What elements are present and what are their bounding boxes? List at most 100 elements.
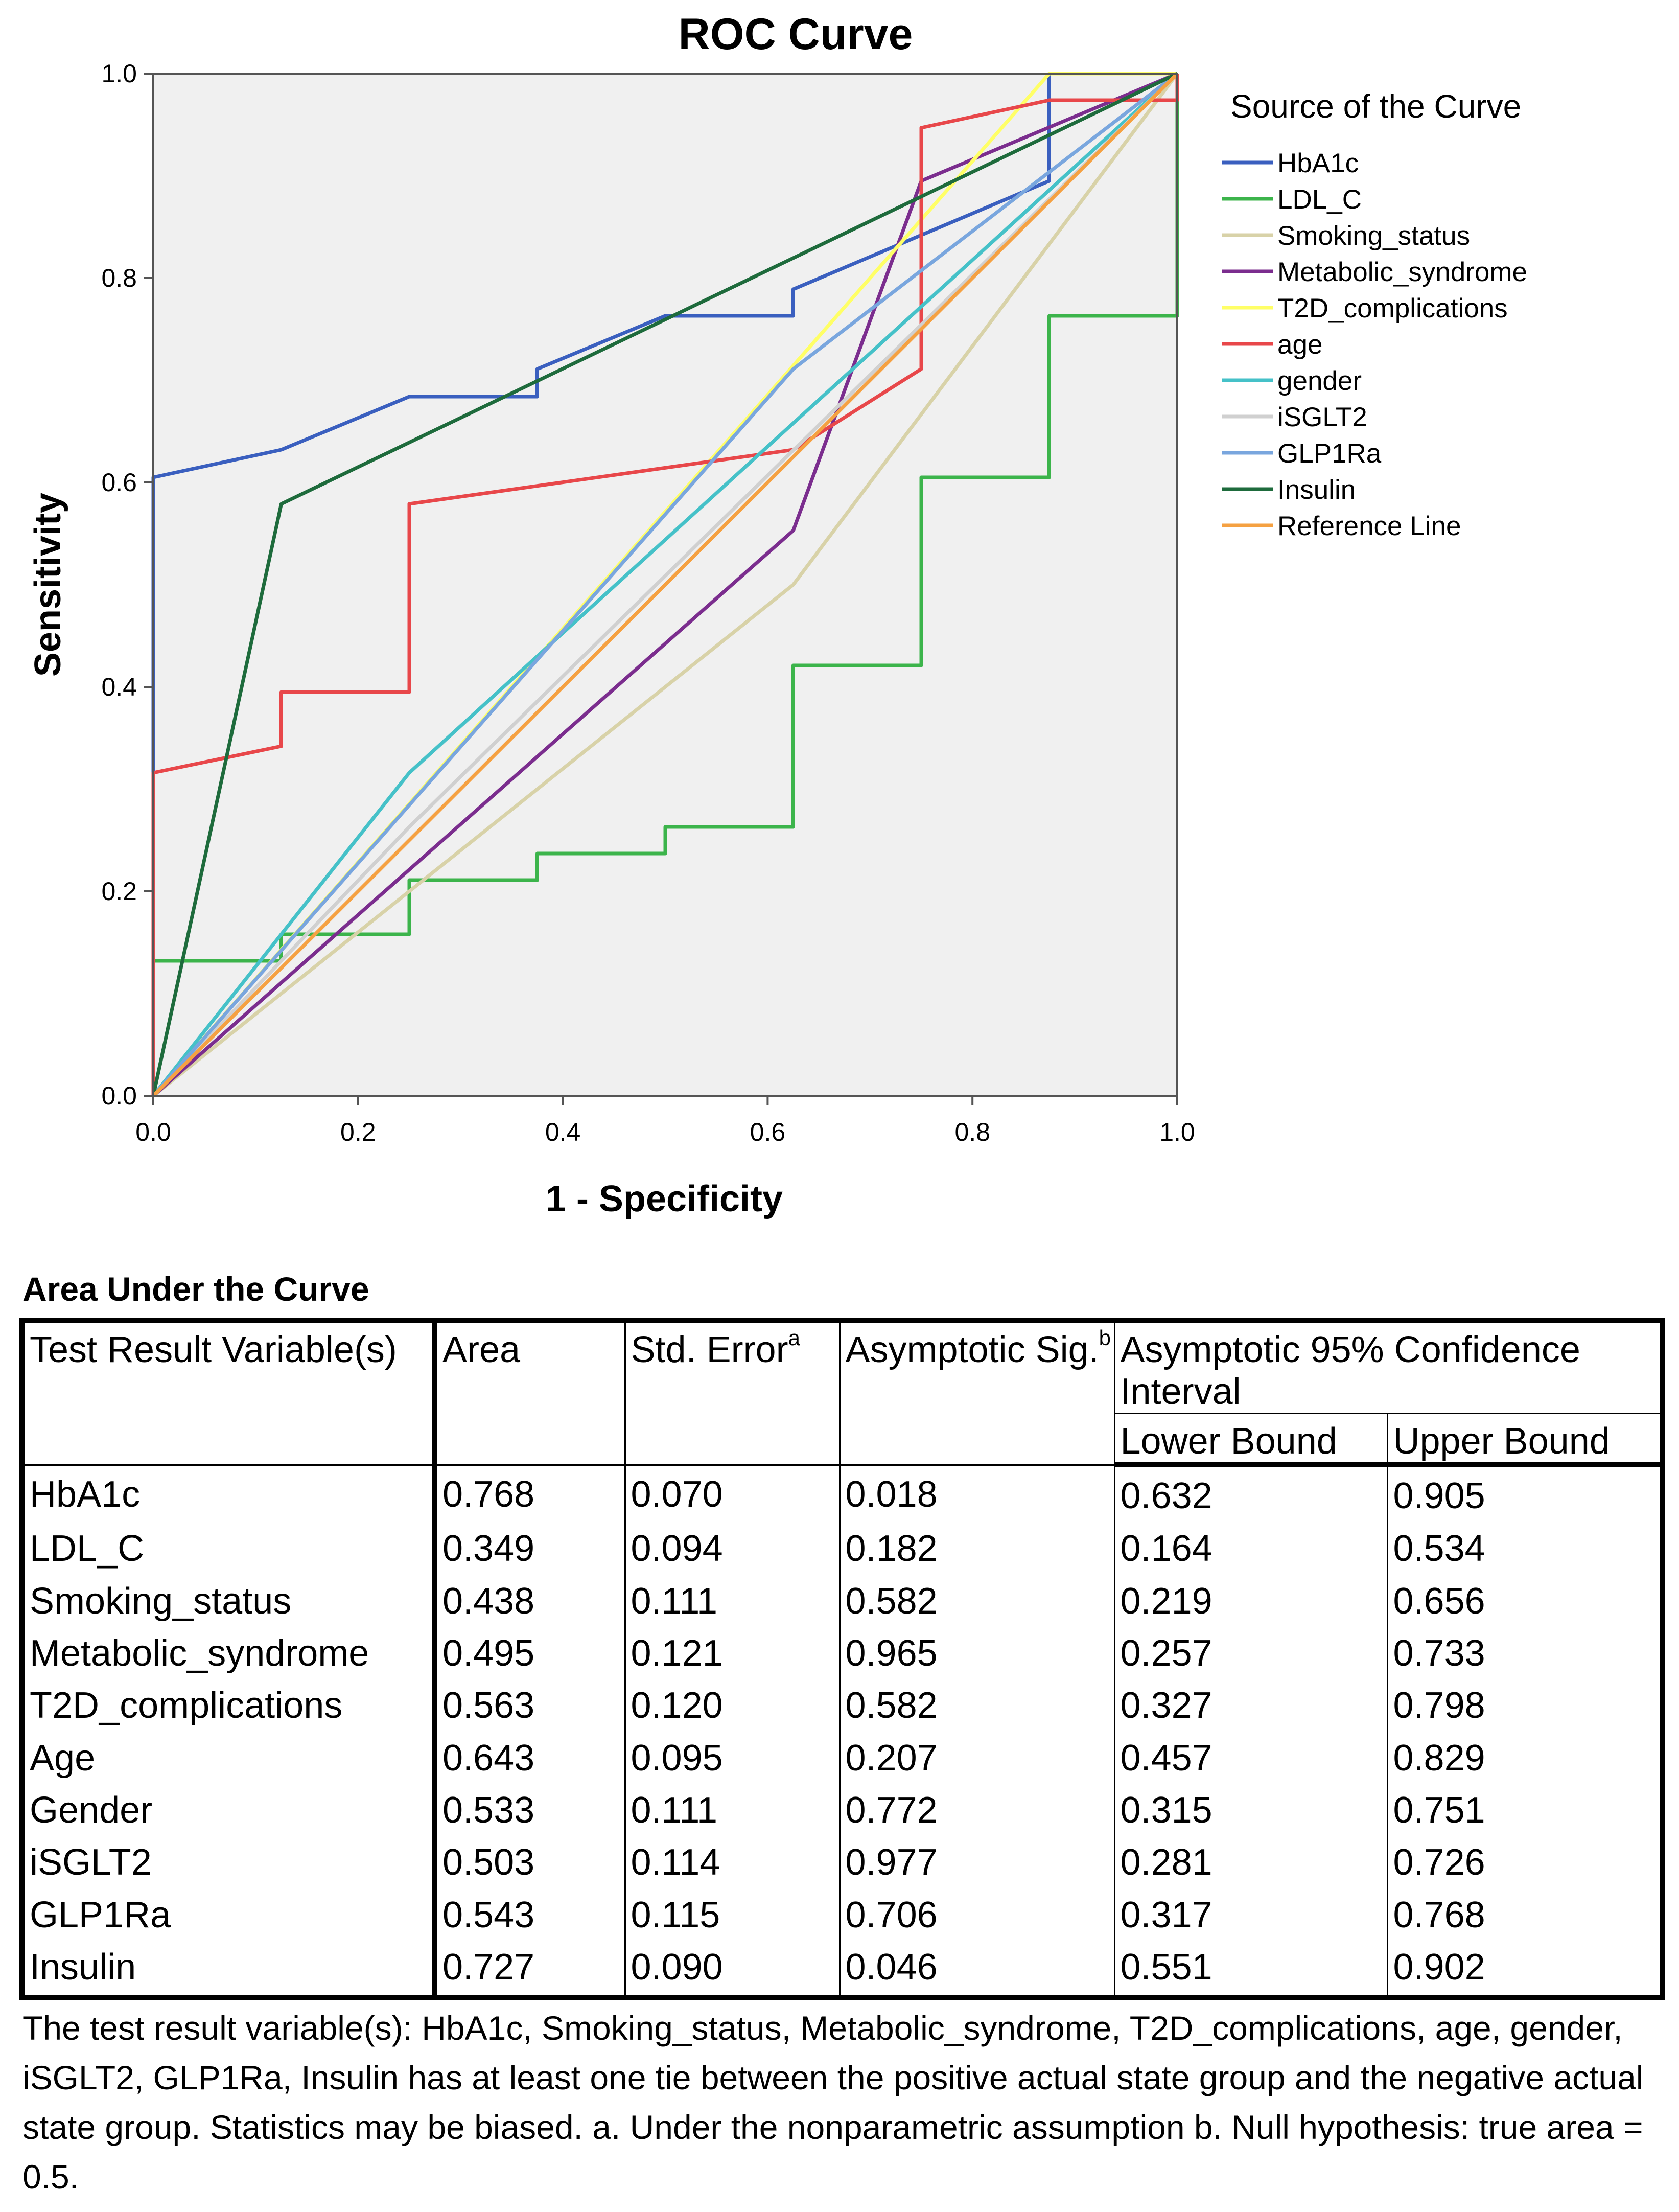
cell-variable: Gender	[21, 1786, 437, 1838]
legend-entry: iSGLT2	[1222, 402, 1367, 432]
legend-label: iSGLT2	[1277, 402, 1367, 432]
table-row: LDL_C 0.349 0.094 0.182 0.164 0.534	[21, 1524, 1663, 1577]
cell-upper: 0.798	[1386, 1681, 1663, 1734]
table-row: Insulin 0.727 0.090 0.046 0.551 0.902	[21, 1943, 1663, 1998]
series-line-gender	[152, 72, 1179, 1097]
cell-std-error: 0.095	[624, 1733, 841, 1786]
legend-entry: Insulin	[1222, 475, 1356, 505]
x-tick-label: 0.6	[750, 1118, 786, 1146]
cell-upper: 0.656	[1386, 1576, 1663, 1629]
chart-title: ROC Curve	[679, 10, 913, 59]
header-area: Area	[434, 1319, 626, 1466]
y-axis-label: Sensitivity	[28, 493, 68, 677]
series-line-smoking-status	[152, 72, 1179, 1097]
cell-sig: 0.046	[838, 1943, 1115, 1998]
cell-std-error: 0.111	[624, 1576, 841, 1629]
cell-area: 0.727	[434, 1943, 626, 1998]
cell-lower: 0.315	[1113, 1786, 1388, 1838]
cell-variable: Smoking_status	[21, 1576, 437, 1629]
cell-upper: 0.733	[1386, 1628, 1663, 1681]
x-tick-label: 0.0	[135, 1118, 171, 1146]
x-tick-label: 0.8	[954, 1118, 990, 1146]
auc-table: Test Result Variable(s) Area Std. Errora…	[19, 1318, 1665, 2000]
legend-label: gender	[1277, 366, 1362, 396]
legend-entry: Smoking_status	[1222, 221, 1470, 251]
cell-sig: 0.706	[838, 1890, 1115, 1943]
y-tick-label: 0.2	[101, 877, 137, 906]
table-row: Gender 0.533 0.111 0.772 0.315 0.751	[21, 1786, 1663, 1838]
legend-entry: LDL_C	[1222, 185, 1362, 215]
cell-area: 0.563	[434, 1681, 626, 1734]
cell-sig: 0.018	[838, 1465, 1115, 1525]
table-row: iSGLT2 0.503 0.114 0.977 0.281 0.726	[21, 1838, 1663, 1891]
cell-std-error: 0.114	[624, 1838, 841, 1891]
x-axis-label: 1 - Specificity	[546, 1179, 783, 1219]
cell-variable: LDL_C	[21, 1524, 437, 1577]
cell-std-error: 0.070	[624, 1465, 841, 1525]
cell-lower: 0.457	[1113, 1733, 1388, 1786]
legend-entry: HbA1c	[1222, 148, 1359, 178]
cell-lower: 0.327	[1113, 1681, 1388, 1734]
cell-upper: 0.726	[1386, 1838, 1663, 1891]
cell-std-error: 0.094	[624, 1524, 841, 1577]
cell-std-error: 0.111	[624, 1786, 841, 1838]
table-row: T2D_complications 0.563 0.120 0.582 0.327 0.7…	[21, 1681, 1663, 1734]
y-tick-label: 0.4	[101, 673, 137, 701]
plot-frame	[152, 73, 1178, 1097]
cell-area: 0.495	[434, 1628, 626, 1681]
cell-std-error: 0.090	[624, 1943, 841, 1998]
series-line-insulin	[151, 72, 1178, 1096]
cell-variable: GLP1Ra	[21, 1890, 437, 1943]
header-variable: Test Result Variable(s)	[21, 1319, 437, 1466]
series-line-glp1ra	[152, 72, 1179, 1097]
cell-upper: 0.751	[1386, 1786, 1663, 1838]
cell-lower: 0.551	[1113, 1943, 1388, 1998]
cell-std-error: 0.115	[624, 1890, 841, 1943]
header-lower-bound: Lower Bound	[1113, 1413, 1388, 1467]
table-row: GLP1Ra 0.543 0.115 0.706 0.317 0.768	[21, 1890, 1663, 1943]
legend-label: Smoking_status	[1277, 221, 1470, 251]
ticks-layer: 0.0 0.2 0.4 0.6 0.8 1.0 0.0 0.2 0.4 0.6 0.8 1.0	[101, 59, 1195, 1146]
table-row: HbA1c 0.768 0.070 0.018 0.632 0.905	[21, 1465, 1663, 1525]
legend-label: LDL_C	[1277, 185, 1362, 215]
cell-area: 0.349	[434, 1524, 626, 1577]
header-confidence-interval: Asymptotic 95% Confidence Interval	[1113, 1319, 1663, 1414]
x-tick-label: 1.0	[1159, 1118, 1195, 1146]
legend-label: Insulin	[1277, 475, 1356, 505]
series-line-age	[151, 74, 1179, 1096]
header-upper-bound: Upper Bound	[1386, 1413, 1663, 1467]
table-footnote: The test result variable(s): HbA1c, Smok…	[22, 2009, 1644, 2196]
table-row: Age 0.643 0.095 0.207 0.457 0.829	[21, 1733, 1663, 1786]
cell-sig: 0.582	[838, 1681, 1115, 1734]
cell-upper: 0.905	[1386, 1465, 1663, 1525]
cell-variable: HbA1c	[21, 1465, 437, 1525]
legend-label: GLP1Ra	[1277, 439, 1382, 469]
x-tick-label: 0.4	[545, 1118, 581, 1146]
cell-variable: Insulin	[21, 1943, 437, 1998]
legend-title: Source of the Curve	[1230, 88, 1521, 125]
legend-label: T2D_complications	[1277, 293, 1508, 324]
cell-area: 0.768	[434, 1465, 626, 1525]
legend: HbA1c LDL_C Smoking_status Metabolic_syndro…	[1222, 148, 1527, 541]
legend-label: Metabolic_syndrome	[1277, 257, 1527, 287]
cell-variable: Metabolic_syndrome	[21, 1628, 437, 1681]
cell-area: 0.503	[434, 1838, 626, 1891]
legend-entry: gender	[1222, 366, 1362, 396]
cell-upper: 0.768	[1386, 1890, 1663, 1943]
header-std-error: Std. Errora	[624, 1319, 841, 1466]
cell-variable: iSGLT2	[21, 1838, 437, 1891]
legend-entry: age	[1222, 330, 1322, 360]
auc-table-body: HbA1c 0.768 0.070 0.018 0.632 0.905 LDL_C 0.349…	[21, 1465, 1663, 1998]
cell-upper: 0.534	[1386, 1524, 1663, 1577]
cell-sig: 0.582	[838, 1576, 1115, 1629]
cell-lower: 0.281	[1113, 1838, 1388, 1891]
cell-area: 0.543	[434, 1890, 626, 1943]
series-line-metabolic-syndrome	[152, 72, 1178, 1097]
legend-entry: Metabolic_syndrome	[1222, 257, 1527, 287]
cell-area: 0.438	[434, 1576, 626, 1629]
cell-variable: T2D_complications	[21, 1681, 437, 1734]
legend-label: HbA1c	[1277, 148, 1359, 178]
table-row: Metabolic_syndrome 0.495 0.121 0.965 0.257 0.…	[21, 1628, 1663, 1681]
legend-entry: GLP1Ra	[1222, 439, 1382, 469]
cell-sig: 0.207	[838, 1733, 1115, 1786]
